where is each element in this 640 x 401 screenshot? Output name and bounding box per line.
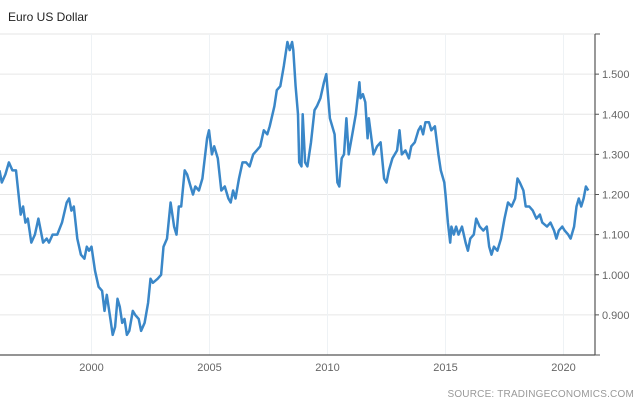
axes	[0, 33, 600, 356]
source-note: SOURCE: TRADINGECONOMICS.COM	[447, 389, 634, 400]
tick-labels: 0.900 1.000 1.100 1.200 1.300 1.400 1.500 2000 2…	[79, 69, 629, 374]
x-tick-label: 2015	[433, 362, 457, 374]
y-tick-label: 1.400	[602, 109, 630, 121]
x-tick-label: 2005	[197, 362, 221, 374]
series-line-euro-us-dollar	[0, 40, 590, 337]
y-tick-label: 1.100	[602, 230, 630, 242]
y-tick-label: 1.200	[602, 190, 630, 202]
gridlines	[0, 33, 595, 355]
y-tick-label: 1.500	[602, 69, 630, 81]
x-tick-label: 2000	[79, 362, 103, 374]
x-tick-label: 2010	[315, 362, 339, 374]
y-tick-label: 1.300	[602, 149, 630, 161]
chart-title: Euro US Dollar	[8, 10, 89, 24]
series-layer	[0, 40, 590, 337]
y-tick-label: 1.000	[602, 270, 630, 282]
y-tick-label: 0.900	[602, 310, 630, 322]
x-tick-label: 2020	[551, 362, 575, 374]
